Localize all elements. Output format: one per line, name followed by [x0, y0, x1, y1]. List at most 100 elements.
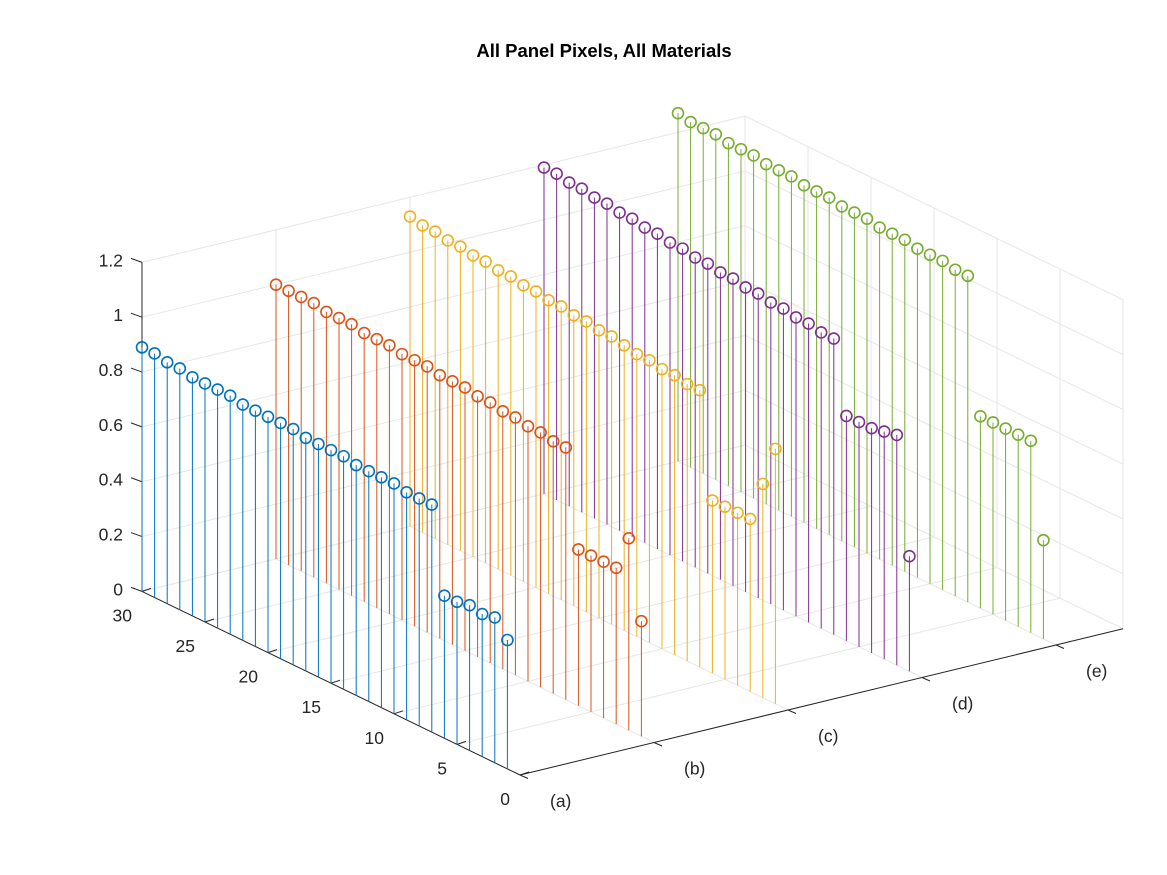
y-tick-label: 0	[500, 789, 510, 809]
grid-line	[393, 567, 998, 715]
stem-marker	[249, 404, 262, 417]
stem-marker	[860, 212, 874, 225]
stem-marker	[617, 338, 631, 352]
stem-marker	[509, 411, 522, 424]
stem-marker	[873, 221, 886, 234]
stem-marker	[948, 263, 962, 277]
z-tick	[130, 477, 143, 483]
stem-marker	[550, 167, 563, 181]
stem-marker	[269, 278, 283, 292]
stem-marker	[433, 368, 447, 382]
stem-marker	[622, 532, 636, 545]
x-axis-line	[519, 628, 1124, 776]
stem-marker	[370, 332, 384, 346]
stem-marker	[463, 598, 476, 612]
stem-marker	[496, 405, 510, 418]
stem-marker	[412, 492, 426, 505]
stem-marker	[759, 157, 773, 171]
stem-marker	[877, 425, 891, 438]
stem-marker	[835, 200, 849, 213]
grid-line	[744, 170, 1124, 355]
stem-marker	[403, 210, 417, 223]
stem-marker	[865, 421, 878, 435]
x-tick-label: (b)	[684, 759, 705, 779]
stem-marker	[584, 549, 598, 562]
stem-marker	[655, 362, 669, 376]
z-tick-label: 1	[113, 305, 123, 325]
stem-marker	[739, 281, 752, 294]
grid-line	[744, 335, 1124, 520]
z-tick-label: 0.2	[99, 525, 123, 545]
stem-marker	[186, 371, 199, 384]
stem-marker	[282, 284, 295, 298]
stem-marker	[441, 234, 455, 247]
stem-marker	[789, 311, 803, 324]
x-tick-label: (e)	[1086, 661, 1107, 681]
stem-marker	[438, 589, 451, 602]
y-tick-label: 15	[302, 697, 321, 717]
stem-marker	[890, 428, 904, 442]
stem-marker	[198, 377, 212, 390]
stem-marker	[567, 309, 581, 322]
stem-marker	[769, 442, 782, 456]
axes-layer	[130, 257, 1124, 779]
y-tick	[330, 679, 341, 684]
stem-marker	[475, 607, 489, 621]
stem-marker	[827, 332, 841, 345]
y-tick	[519, 771, 530, 776]
y-tick-label: 20	[239, 667, 259, 687]
stem-marker	[756, 477, 770, 491]
stem-marker	[743, 512, 757, 526]
x-tick	[787, 709, 797, 714]
grid-line	[744, 115, 1124, 301]
stem-marker	[714, 266, 727, 279]
stem-marker	[751, 287, 765, 300]
stem-marker	[572, 543, 585, 556]
stem-marker	[491, 264, 505, 277]
grid-line	[744, 225, 1124, 410]
stem-marker	[362, 464, 376, 478]
stem-marker	[898, 233, 912, 247]
stem-marker	[592, 323, 606, 337]
stem-marker	[680, 377, 694, 391]
stem-marker	[546, 434, 560, 448]
stem-marker	[375, 471, 388, 484]
stem-marker	[597, 555, 610, 569]
stem-marker	[613, 206, 626, 219]
stem-marker	[814, 326, 828, 339]
stem-marker	[580, 315, 593, 328]
stem-marker	[1024, 434, 1038, 448]
stem-marker	[320, 305, 333, 319]
stem-marker	[501, 633, 514, 647]
stem-marker	[630, 347, 644, 361]
grid-line	[141, 389, 746, 538]
stem-marker	[772, 164, 786, 177]
stem-marker	[504, 270, 518, 283]
z-tick	[130, 367, 143, 373]
stem-marker	[148, 347, 161, 360]
x-tick	[921, 677, 931, 682]
stem-marker	[936, 254, 949, 268]
stem-marker	[332, 311, 346, 325]
stem-marker	[307, 296, 321, 310]
stem-marker	[747, 149, 760, 162]
stem-marker	[479, 255, 492, 268]
stem-marker	[726, 272, 740, 285]
stem-marker	[395, 347, 409, 361]
stem-marker	[696, 121, 710, 135]
y-tick	[267, 649, 278, 654]
stem-marker	[643, 353, 656, 367]
stem-marker	[408, 353, 421, 367]
stem-marker	[324, 443, 338, 457]
grid-line	[267, 505, 872, 654]
grid-line	[141, 225, 746, 373]
z-tick	[130, 312, 143, 318]
chart-title: All Panel Pixels, All Materials	[476, 40, 731, 61]
grid-line	[744, 280, 1124, 465]
stem-marker	[337, 449, 350, 463]
stem-marker	[446, 375, 459, 388]
x-tick-label: (a)	[550, 791, 571, 811]
stem-marker	[999, 422, 1012, 435]
stem-marker	[454, 240, 467, 253]
